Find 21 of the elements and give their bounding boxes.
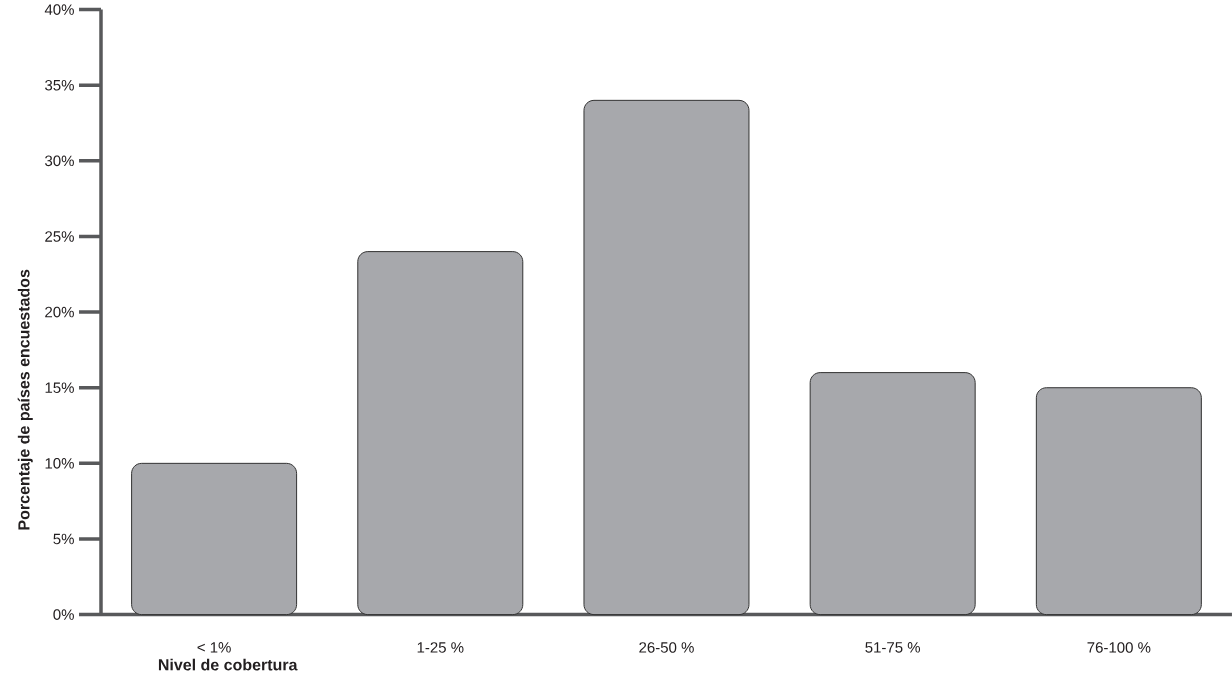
y-tick-label: 0%	[53, 609, 74, 620]
bar	[131, 462, 298, 616]
x-axis-title: Nivel de cobertura	[158, 658, 298, 671]
x-tick-label: 51-75 %	[865, 642, 921, 653]
y-tick-label: 40%	[44, 4, 74, 15]
bar	[357, 251, 524, 616]
bar	[583, 99, 750, 616]
x-tick-label: 26-50 %	[639, 642, 694, 653]
y-tick-label: 10%	[45, 458, 74, 469]
y-tick-label: 15%	[45, 382, 74, 393]
x-tick-label: 1-25 %	[417, 642, 464, 653]
y-tick-label: 5%	[53, 533, 74, 545]
bar	[809, 372, 976, 616]
x-tick-label: < 1%	[197, 642, 231, 653]
x-tick-label: 76-100 %	[1087, 642, 1151, 653]
y-tick-label: 25%	[45, 231, 74, 242]
bar	[1035, 387, 1202, 616]
y-tick-label: 35%	[45, 79, 74, 91]
y-axis-title: Porcentaje de países encuestados	[17, 269, 33, 530]
y-tick-label: 20%	[45, 306, 74, 318]
y-tick-label: 30%	[45, 155, 74, 167]
